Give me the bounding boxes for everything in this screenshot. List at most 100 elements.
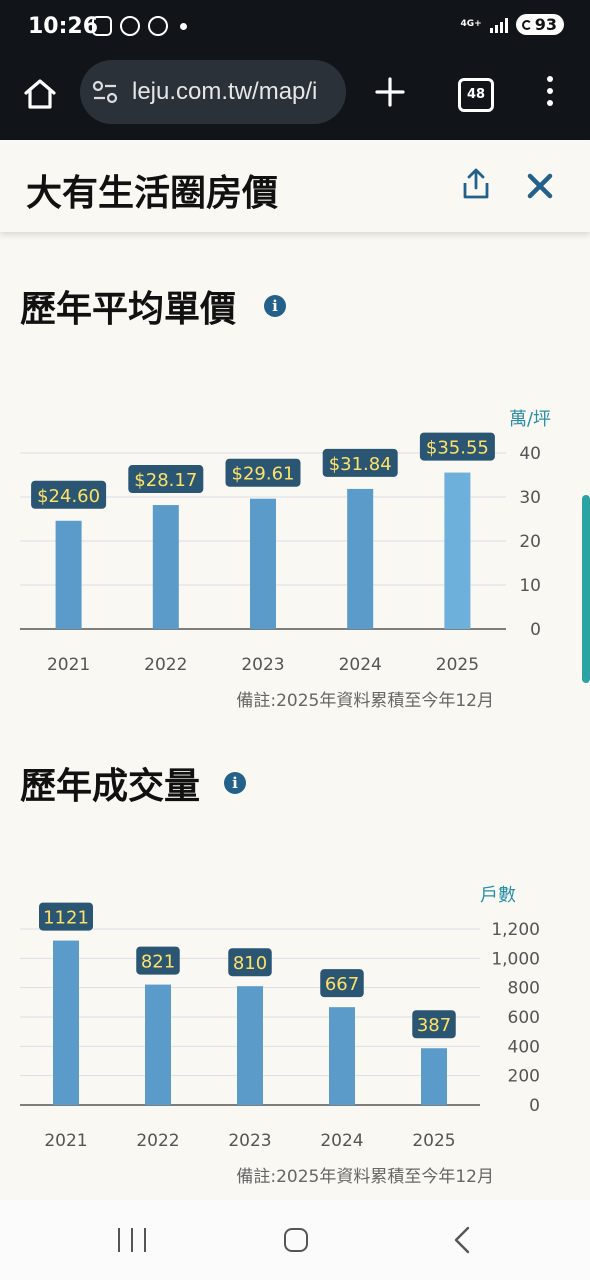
price-chart-data-label: $24.60 <box>37 486 100 507</box>
volume-chart-data-label-bg <box>228 948 272 977</box>
status-time: 10:26 <box>28 14 99 39</box>
price-info-icon[interactable]: i <box>264 295 286 317</box>
price-chart-unit: 萬/坪 <box>509 409 551 430</box>
price-chart-data-label: $29.61 <box>232 464 295 485</box>
app-notification-icon <box>148 16 168 36</box>
tab-switcher-button[interactable]: 48 <box>458 78 494 112</box>
volume-chart-y-tick: 600 <box>508 1008 540 1028</box>
price-chart-category-label: 2022 <box>144 655 187 675</box>
price-chart: $24.60 $28.17 $29.61 $31.84 $35.55 0 10 20 30 40… <box>20 409 551 675</box>
volume-chart-bars <box>53 940 447 1105</box>
price-chart-y-ticks: 0 10 20 30 40 <box>519 444 541 640</box>
volume-chart-data-labels: 1121 821 810 667 387 <box>39 902 456 1039</box>
status-bar: 10:26 4G+ 93 <box>0 0 590 56</box>
volume-chart-data-label: 821 <box>141 952 175 973</box>
url-text[interactable]: leju.com.tw/map/i <box>132 78 318 105</box>
volume-chart-data-label-bg <box>320 969 364 998</box>
price-chart-data-labels: $24.60 $28.17 $29.61 $31.84 $35.55 <box>31 432 495 509</box>
chrome-icon <box>120 16 140 36</box>
volume-chart-category-label: 2024 <box>320 1131 363 1151</box>
screenshot-icon <box>92 16 112 36</box>
price-chart-data-label: $31.84 <box>329 454 392 475</box>
page-title: 大有生活圈房價 <box>26 173 279 214</box>
volume-chart-y-tick: 1,200 <box>491 920 540 940</box>
volume-chart-note: 備註:2025年資料累積至今年12月 <box>236 1167 494 1187</box>
volume-chart-unit: 戶數 <box>480 885 516 906</box>
share-icon[interactable] <box>458 166 494 202</box>
price-chart-y-tick: 40 <box>519 444 541 464</box>
signal-icon <box>489 17 508 33</box>
volume-chart-y-tick: 200 <box>508 1067 540 1087</box>
volume-chart-bar[interactable] <box>145 984 171 1105</box>
price-chart-categories: 2021 2022 2023 2024 2025 <box>47 655 479 675</box>
price-chart-data-label-bg <box>419 432 495 461</box>
price-chart-bar[interactable] <box>152 505 179 629</box>
volume-chart-data-label-bg <box>39 902 93 931</box>
scrollbar[interactable] <box>582 495 590 683</box>
new-tab-icon[interactable] <box>372 74 408 110</box>
price-chart-bar[interactable] <box>444 472 471 629</box>
price-chart-data-label: $28.17 <box>134 470 197 491</box>
volume-chart-data-label: 387 <box>417 1015 451 1036</box>
volume-chart-category-label: 2022 <box>136 1131 179 1151</box>
volume-chart-bar[interactable] <box>329 1007 355 1105</box>
volume-chart-y-ticks: 0 200 400 600 800 1,000 1,200 <box>491 920 540 1116</box>
volume-chart-bar[interactable] <box>53 940 79 1105</box>
price-chart-y-tick: 30 <box>519 488 541 508</box>
home-icon[interactable] <box>20 74 60 114</box>
volume-chart-data-label: 810 <box>233 953 267 974</box>
price-chart-data-label: $35.55 <box>426 438 489 459</box>
volume-chart-y-tick: 0 <box>529 1096 540 1116</box>
volume-chart-y-tick: 1,000 <box>491 949 540 969</box>
back-icon[interactable] <box>452 1226 472 1254</box>
battery-indicator: 93 <box>515 14 564 35</box>
price-chart-bar[interactable] <box>250 498 276 629</box>
volume-chart-y-tick: 400 <box>508 1037 540 1057</box>
price-chart-category-label: 2025 <box>436 655 479 675</box>
price-chart-y-tick: 0 <box>530 620 541 640</box>
recent-apps-icon[interactable] <box>118 1228 146 1252</box>
volume-chart-categories: 2021 2022 2023 2024 2025 <box>44 1131 455 1151</box>
volume-chart-bar[interactable] <box>421 1048 447 1105</box>
network-type: 4G+ <box>460 19 482 29</box>
volume-chart-category-label: 2023 <box>228 1131 271 1151</box>
more-notifications-icon <box>180 22 187 30</box>
system-icons: 4G+ 93 <box>461 14 564 35</box>
volume-chart-data-label-bg <box>136 946 180 975</box>
browser-toolbar: leju.com.tw/map/i 48 <box>0 56 590 140</box>
price-chart-data-label-bg <box>128 465 204 494</box>
volume-chart-category-label: 2021 <box>44 1131 87 1151</box>
price-chart-category-label: 2024 <box>339 655 382 675</box>
close-icon[interactable] <box>524 170 556 202</box>
price-chart-bar[interactable] <box>55 520 82 629</box>
volume-chart-y-tick: 800 <box>508 979 540 999</box>
price-chart-y-tick: 10 <box>519 576 541 596</box>
volume-chart-data-label: 1121 <box>43 908 89 929</box>
price-chart-y-tick: 20 <box>519 532 541 552</box>
volume-chart-bar[interactable] <box>237 986 263 1105</box>
price-chart-category-label: 2023 <box>241 655 284 675</box>
price-chart-note: 備註:2025年資料累積至今年12月 <box>236 691 494 711</box>
price-chart-bar[interactable] <box>347 488 374 629</box>
volume-chart-data-label-bg <box>412 1010 456 1039</box>
battery-level: 93 <box>534 15 557 34</box>
price-chart-data-label-bg <box>322 448 398 477</box>
price-chart-data-label-bg <box>31 480 107 509</box>
battery-saver-icon <box>521 19 532 30</box>
home-nav-icon[interactable] <box>284 1228 308 1252</box>
system-nav-bar <box>0 1200 590 1280</box>
volume-section-title: 歷年成交量 <box>20 766 201 807</box>
more-menu-icon[interactable] <box>540 76 560 110</box>
volume-chart-data-label: 667 <box>325 974 359 995</box>
price-section-title: 歷年平均單價 <box>20 289 237 330</box>
site-settings-icon[interactable] <box>92 80 118 104</box>
price-chart-category-label: 2021 <box>47 655 90 675</box>
address-bar[interactable]: leju.com.tw/map/i <box>80 60 346 124</box>
page-header: 大有生活圈房價 <box>0 140 590 232</box>
price-chart-bars <box>55 472 471 629</box>
notification-icons <box>92 16 187 36</box>
price-chart-data-label-bg <box>225 458 301 487</box>
volume-chart-category-label: 2025 <box>412 1131 455 1151</box>
volume-chart: 1121 821 810 667 387 0 200 400 600 800 1,000 1,200… <box>20 885 540 1151</box>
volume-info-icon[interactable]: i <box>224 772 246 794</box>
